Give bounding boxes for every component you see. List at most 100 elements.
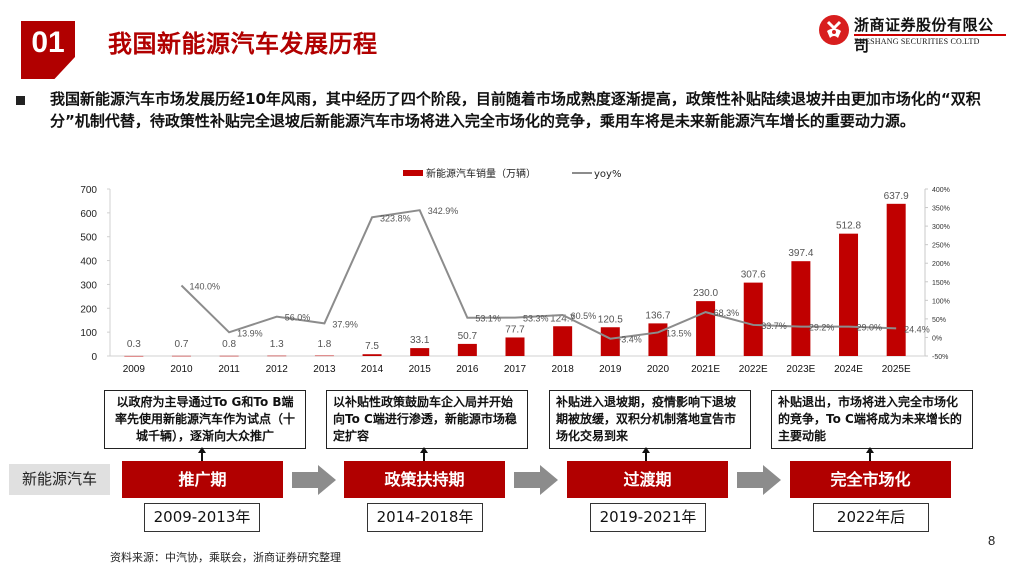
company-logo: 浙商证券股份有限公司 ZHESHANG SECURITIES CO.LTD xyxy=(818,14,1008,55)
svg-text:2017: 2017 xyxy=(504,364,527,375)
zheshang-logo-icon xyxy=(819,15,849,45)
svg-text:33.1: 33.1 xyxy=(410,335,430,346)
svg-text:53.3%: 53.3% xyxy=(523,314,549,324)
stage-transition: 过渡期 xyxy=(567,461,728,498)
svg-text:307.6: 307.6 xyxy=(741,270,766,281)
svg-text:29.0%: 29.0% xyxy=(857,323,883,333)
svg-text:0.8: 0.8 xyxy=(222,339,236,350)
up-arrow-icon xyxy=(198,447,206,461)
svg-text:300: 300 xyxy=(80,280,97,291)
svg-text:700: 700 xyxy=(80,185,97,196)
svg-text:230.0: 230.0 xyxy=(693,288,718,299)
svg-text:50.7: 50.7 xyxy=(458,331,478,342)
svg-text:56.0%: 56.0% xyxy=(285,313,311,323)
svg-text:2022E: 2022E xyxy=(739,364,768,375)
svg-text:1.3: 1.3 xyxy=(270,339,284,350)
svg-text:0.7: 0.7 xyxy=(175,339,189,350)
svg-text:53.1%: 53.1% xyxy=(475,314,501,324)
svg-text:200: 200 xyxy=(80,304,97,315)
svg-text:2020: 2020 xyxy=(647,364,670,375)
svg-text:33.7%: 33.7% xyxy=(761,321,787,331)
source-note: 资料来源：中汽协，乘联会，浙商证券研究整理 xyxy=(110,551,341,564)
up-arrow-icon xyxy=(866,447,874,461)
svg-text:2019: 2019 xyxy=(599,364,622,375)
stage-policy-support: 政策扶持期 xyxy=(344,461,505,498)
stage-years-2: 2014-2018年 xyxy=(367,503,483,532)
svg-text:2016: 2016 xyxy=(456,364,479,375)
svg-text:新能源汽车销量（万辆）: 新能源汽车销量（万辆） xyxy=(426,167,536,180)
svg-text:600: 600 xyxy=(80,209,97,220)
svg-text:2010: 2010 xyxy=(170,364,193,375)
sales-chart-svg: 0 100 200 300 400 500 600 700 -50% 0% 50% 100% 150% 2… xyxy=(80,167,950,375)
svg-text:29.2%: 29.2% xyxy=(809,323,835,333)
svg-text:2009: 2009 xyxy=(123,364,146,375)
svg-text:512.8: 512.8 xyxy=(836,221,861,232)
svg-text:100: 100 xyxy=(80,328,97,339)
svg-text:2012: 2012 xyxy=(266,364,289,375)
svg-text:0.3: 0.3 xyxy=(127,339,141,350)
svg-text:2018: 2018 xyxy=(552,364,575,375)
stage-description-4: 补贴退出，市场将进入完全市场化的竞争，To C端将成为未来增长的主要动能 xyxy=(771,390,973,449)
svg-text:yoy%: yoy% xyxy=(594,169,621,180)
svg-text:1.8: 1.8 xyxy=(317,339,331,350)
stage-description-1: 以政府为主导通过To G和To B端率先使用新能源汽车作为试点（十城千辆），逐渐… xyxy=(104,390,306,449)
page-title: 我国新能源汽车发展历程 xyxy=(108,30,378,58)
stage-full-marketization: 完全市场化 xyxy=(790,461,951,498)
svg-text:400%: 400% xyxy=(932,187,950,194)
svg-text:13.5%: 13.5% xyxy=(666,328,692,338)
svg-text:323.8%: 323.8% xyxy=(380,213,411,223)
svg-text:250%: 250% xyxy=(932,243,950,250)
svg-text:637.9: 637.9 xyxy=(884,191,909,202)
logo-chinese-name: 浙商证券股份有限公司 xyxy=(854,16,994,55)
svg-text:400: 400 xyxy=(80,257,97,268)
summary-bullet: 我国新能源汽车市场发展历经10年风雨，其中经历了四个阶段，目前随着市场成熟度逐渐… xyxy=(16,88,1006,132)
svg-text:300%: 300% xyxy=(932,224,950,231)
svg-text:2011: 2011 xyxy=(218,364,240,375)
up-arrow-icon xyxy=(420,447,428,461)
svg-text:60.5%: 60.5% xyxy=(571,311,597,321)
svg-text:140.0%: 140.0% xyxy=(189,281,220,291)
svg-text:2021E: 2021E xyxy=(691,364,720,375)
svg-text:-3.4%: -3.4% xyxy=(618,335,642,345)
section-number-badge: 01 xyxy=(21,21,75,79)
sales-chart: 0 100 200 300 400 500 600 700 -50% 0% 50% 100% 150% 2… xyxy=(0,160,1024,385)
svg-text:68.3%: 68.3% xyxy=(714,308,740,318)
stage-years-3: 2019-2021年 xyxy=(590,503,706,532)
stage-description-3: 补贴进入退坡期，疫情影响下退坡期被放缓，双积分机制落地宣告市场化交易到来 xyxy=(549,390,751,449)
svg-text:350%: 350% xyxy=(932,206,950,213)
svg-text:2014: 2014 xyxy=(361,364,384,375)
up-arrow-icon xyxy=(642,447,650,461)
svg-text:136.7: 136.7 xyxy=(645,310,670,321)
stage-promotion: 推广期 xyxy=(122,461,283,498)
svg-text:37.9%: 37.9% xyxy=(332,319,358,329)
stage-years-1: 2009-2013年 xyxy=(144,503,260,532)
page-number: 8 xyxy=(988,533,996,548)
svg-text:13.9%: 13.9% xyxy=(237,328,263,338)
svg-text:124.7: 124.7 xyxy=(550,313,575,324)
svg-text:150%: 150% xyxy=(932,280,950,287)
summary-text: 我国新能源汽车市场发展历经10年风雨，其中经历了四个阶段，目前随着市场成熟度逐渐… xyxy=(50,90,981,130)
svg-text:2025E: 2025E xyxy=(882,364,911,375)
svg-text:100%: 100% xyxy=(932,298,950,305)
svg-text:120.5: 120.5 xyxy=(598,314,623,325)
svg-text:2015: 2015 xyxy=(409,364,432,375)
right-arrow-icon xyxy=(514,465,558,495)
stage-years-4: 2022年后 xyxy=(813,503,929,532)
timeline-row-label: 新能源汽车 xyxy=(9,464,110,495)
svg-text:2024E: 2024E xyxy=(834,364,863,375)
logo-english-name: ZHESHANG SECURITIES CO.LTD xyxy=(854,37,980,46)
svg-text:342.9%: 342.9% xyxy=(428,206,459,216)
right-arrow-icon xyxy=(737,465,781,495)
svg-text:7.5: 7.5 xyxy=(365,341,379,352)
svg-text:0%: 0% xyxy=(932,335,942,342)
svg-text:50%: 50% xyxy=(932,317,946,324)
svg-text:200%: 200% xyxy=(932,261,950,268)
svg-text:0: 0 xyxy=(91,352,97,363)
logo-divider xyxy=(854,34,1006,36)
right-arrow-icon xyxy=(292,465,336,495)
svg-text:24.4%: 24.4% xyxy=(904,324,930,334)
svg-text:2013: 2013 xyxy=(313,364,336,375)
svg-text:-50%: -50% xyxy=(932,354,948,361)
bullet-square-icon xyxy=(16,96,25,105)
svg-text:397.4: 397.4 xyxy=(788,248,813,259)
